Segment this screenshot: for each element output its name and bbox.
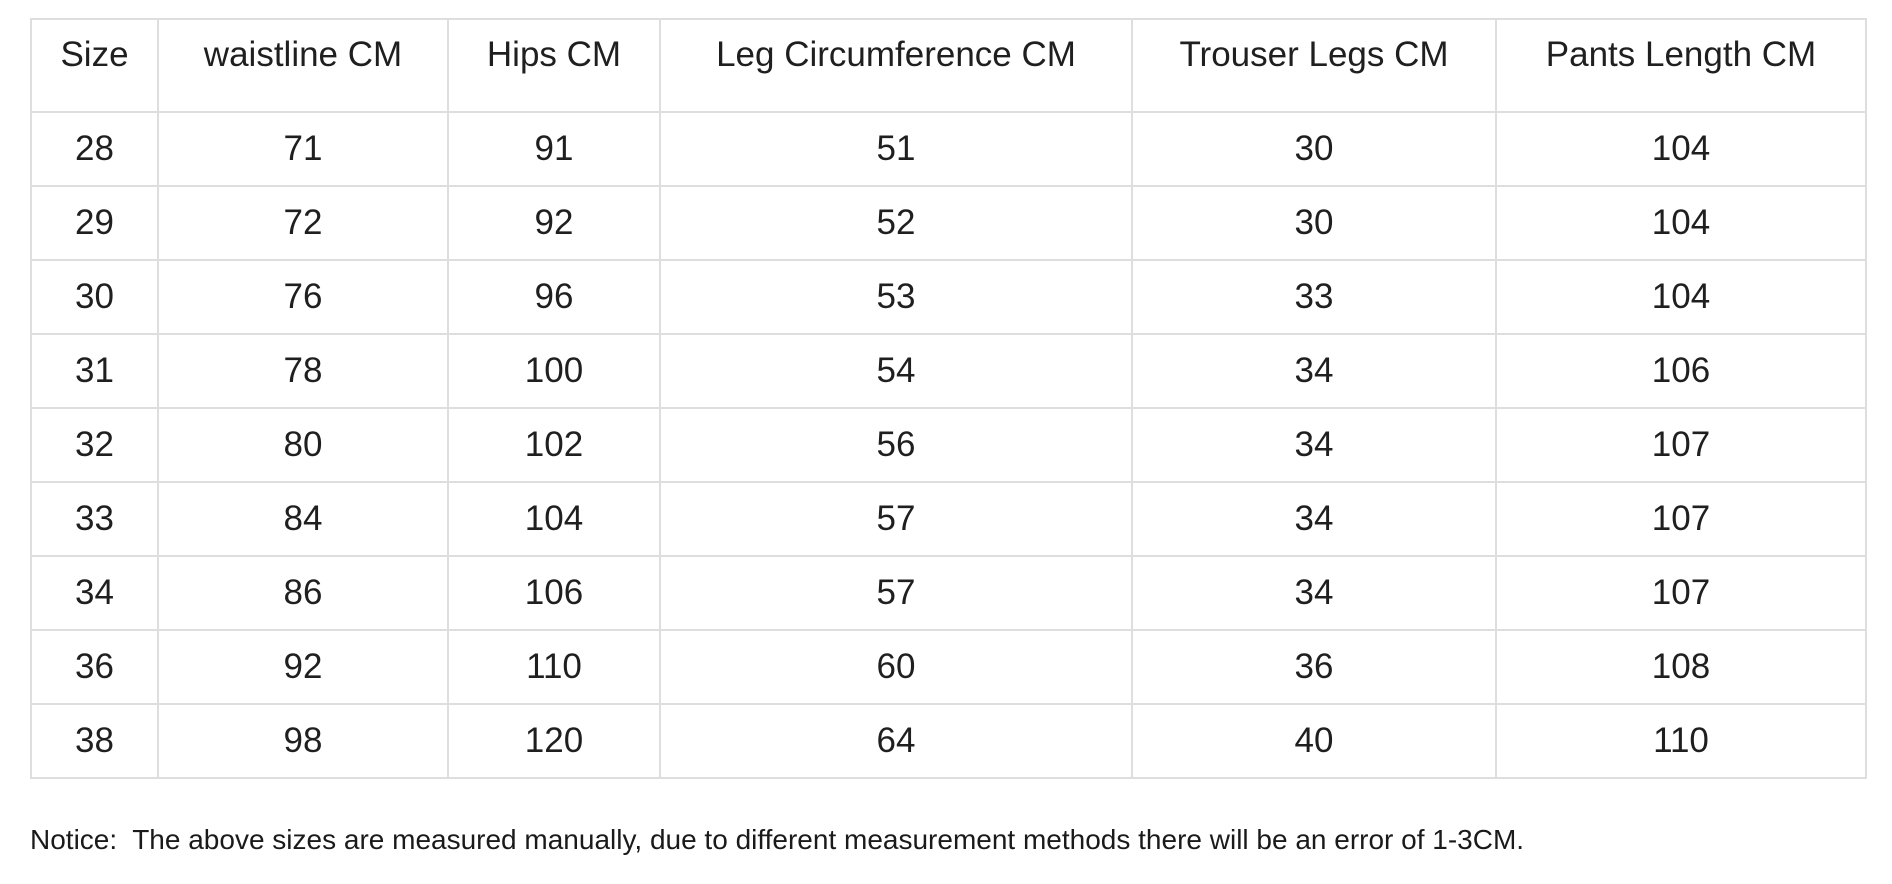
table-cell: 32 (30, 407, 159, 483)
table-cell: 106 (1495, 333, 1867, 409)
table-cell: 78 (157, 333, 449, 409)
table-cell: 52 (659, 185, 1133, 261)
table-cell: 33 (30, 481, 159, 557)
table-cell: 30 (30, 259, 159, 335)
table-cell: 84 (157, 481, 449, 557)
table-cell: 80 (157, 407, 449, 483)
table-cell: 53 (659, 259, 1133, 335)
table-cell: 92 (447, 185, 661, 261)
column-header-leg-circumference: Leg Circumference CM (659, 18, 1133, 113)
table-cell: 120 (447, 703, 661, 779)
table-cell: 36 (1131, 629, 1497, 705)
table-cell: 40 (1131, 703, 1497, 779)
table-cell: 91 (447, 111, 661, 187)
table-cell: 108 (1495, 629, 1867, 705)
table-row: 29 72 92 52 30 104 (30, 185, 1867, 261)
table-cell: 34 (1131, 481, 1497, 557)
table-row: 30 76 96 53 33 104 (30, 259, 1867, 335)
table-row: 36 92 110 60 36 108 (30, 629, 1867, 705)
table-cell: 51 (659, 111, 1133, 187)
table-cell: 34 (30, 555, 159, 631)
table-cell: 110 (447, 629, 661, 705)
table-cell: 110 (1495, 703, 1867, 779)
column-header-trouser-legs: Trouser Legs CM (1131, 18, 1497, 113)
table-cell: 57 (659, 555, 1133, 631)
table-cell: 31 (30, 333, 159, 409)
table-cell: 104 (1495, 259, 1867, 335)
table-row: 33 84 104 57 34 107 (30, 481, 1867, 557)
table-cell: 34 (1131, 333, 1497, 409)
column-header-waistline: waistline CM (157, 18, 449, 113)
table-cell: 71 (157, 111, 449, 187)
table-cell: 36 (30, 629, 159, 705)
column-header-size: Size (30, 18, 159, 113)
table-cell: 100 (447, 333, 661, 409)
table-cell: 64 (659, 703, 1133, 779)
table-cell: 107 (1495, 407, 1867, 483)
table-cell: 86 (157, 555, 449, 631)
table-cell: 98 (157, 703, 449, 779)
size-chart-table: Size waistline CM Hips CM Leg Circumfere… (30, 18, 1867, 779)
column-header-hips: Hips CM (447, 18, 661, 113)
table-cell: 102 (447, 407, 661, 483)
table-row: 38 98 120 64 40 110 (30, 703, 1867, 779)
table-cell: 57 (659, 481, 1133, 557)
size-chart-header: Size waistline CM Hips CM Leg Circumfere… (30, 18, 1867, 113)
table-cell: 33 (1131, 259, 1497, 335)
table-row: 31 78 100 54 34 106 (30, 333, 1867, 409)
table-cell: 92 (157, 629, 449, 705)
table-cell: 104 (1495, 185, 1867, 261)
table-cell: 29 (30, 185, 159, 261)
table-cell: 28 (30, 111, 159, 187)
table-cell: 30 (1131, 185, 1497, 261)
table-cell: 76 (157, 259, 449, 335)
table-cell: 96 (447, 259, 661, 335)
table-cell: 106 (447, 555, 661, 631)
table-cell: 107 (1495, 555, 1867, 631)
table-row: 34 86 106 57 34 107 (30, 555, 1867, 631)
table-cell: 38 (30, 703, 159, 779)
table-cell: 34 (1131, 555, 1497, 631)
notice-text: Notice: The above sizes are measured man… (30, 824, 1525, 855)
table-cell: 60 (659, 629, 1133, 705)
size-chart-body: 28 71 91 51 30 104 29 72 92 52 30 104 30… (30, 111, 1867, 779)
table-cell: 56 (659, 407, 1133, 483)
table-cell: 34 (1131, 407, 1497, 483)
column-header-pants-length: Pants Length CM (1495, 18, 1867, 113)
table-cell: 104 (447, 481, 661, 557)
table-cell: 107 (1495, 481, 1867, 557)
table-row: 28 71 91 51 30 104 (30, 111, 1867, 187)
table-cell: 54 (659, 333, 1133, 409)
header-row: Size waistline CM Hips CM Leg Circumfere… (30, 18, 1867, 113)
table-row: 32 80 102 56 34 107 (30, 407, 1867, 483)
table-cell: 30 (1131, 111, 1497, 187)
table-cell: 104 (1495, 111, 1867, 187)
table-cell: 72 (157, 185, 449, 261)
